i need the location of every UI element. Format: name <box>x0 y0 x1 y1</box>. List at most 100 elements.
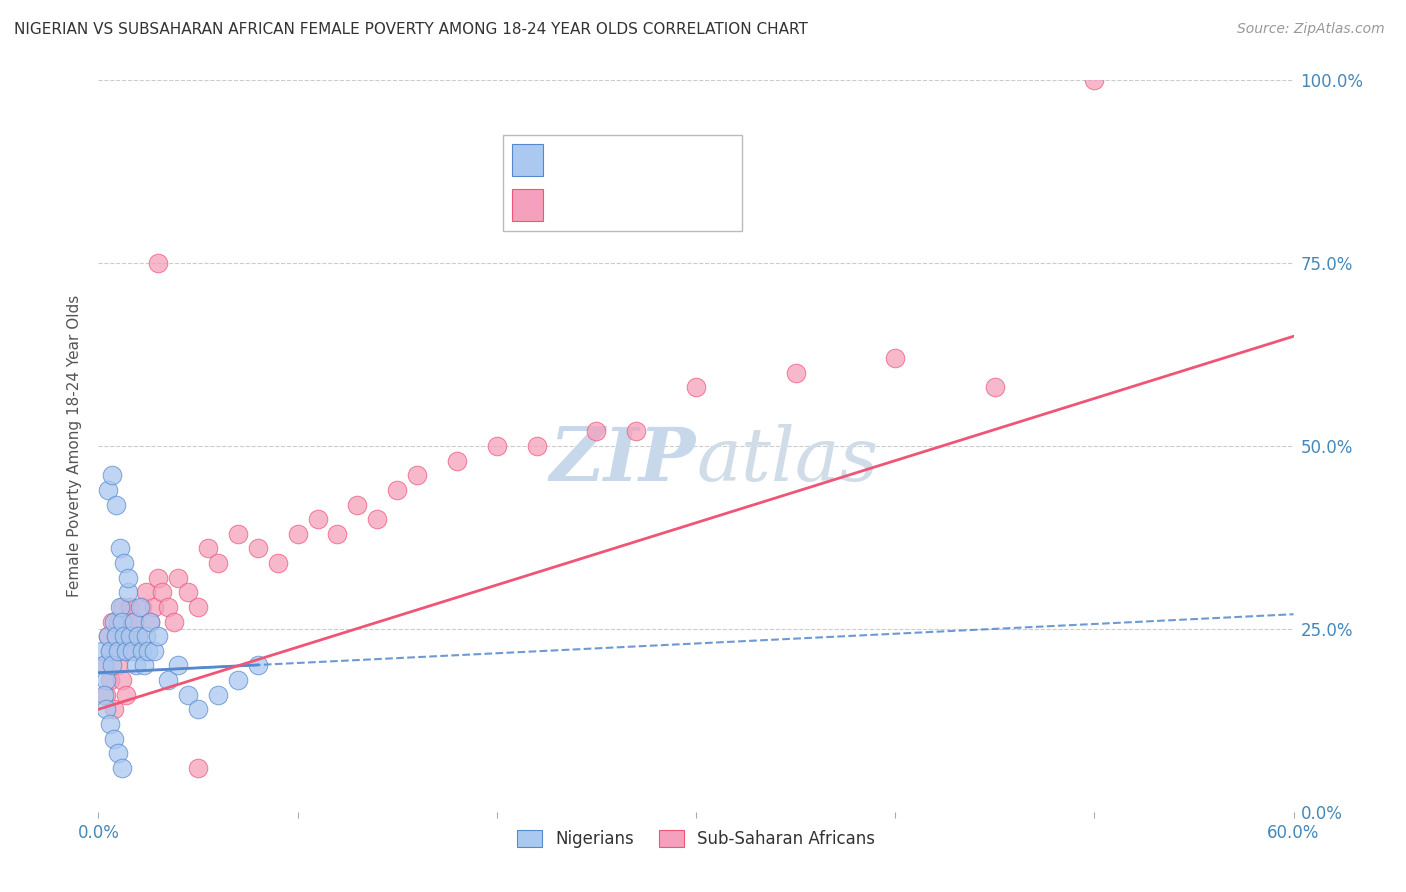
Point <box>97 483 120 497</box>
Point <box>103 731 125 746</box>
FancyBboxPatch shape <box>503 135 742 231</box>
Point <box>385 483 409 497</box>
Point <box>125 644 148 658</box>
Point <box>97 629 120 643</box>
Text: N =: N = <box>641 195 689 214</box>
Point <box>111 761 134 775</box>
Text: NIGERIAN VS SUBSAHARAN AFRICAN FEMALE POVERTY AMONG 18-24 YEAR OLDS CORRELATION : NIGERIAN VS SUBSAHARAN AFRICAN FEMALE PO… <box>14 22 808 37</box>
Point <box>163 615 186 629</box>
Point <box>135 585 157 599</box>
Point <box>115 688 138 702</box>
Point <box>112 629 135 643</box>
Point <box>125 658 148 673</box>
Point <box>148 571 170 585</box>
Text: 0.101: 0.101 <box>593 151 647 169</box>
Text: R =: R = <box>551 195 586 214</box>
Point <box>117 571 139 585</box>
Point <box>585 425 607 439</box>
Point <box>1083 73 1105 87</box>
Legend: Nigerians, Sub-Saharan Africans: Nigerians, Sub-Saharan Africans <box>510 823 882 855</box>
Point <box>121 629 143 643</box>
Y-axis label: Female Poverty Among 18-24 Year Olds: Female Poverty Among 18-24 Year Olds <box>67 295 83 597</box>
Point <box>366 512 388 526</box>
Point <box>98 673 122 687</box>
Point <box>197 541 219 556</box>
Point <box>103 615 125 629</box>
Point <box>134 658 156 673</box>
Point <box>346 498 368 512</box>
Point <box>115 644 138 658</box>
Point <box>101 468 124 483</box>
Text: 46: 46 <box>688 151 710 169</box>
Point <box>107 615 129 629</box>
Point <box>246 541 269 556</box>
Point <box>93 658 115 673</box>
Text: ZIP: ZIP <box>550 425 696 497</box>
Point <box>143 644 166 658</box>
Point <box>177 688 200 702</box>
Text: Source: ZipAtlas.com: Source: ZipAtlas.com <box>1237 22 1385 37</box>
Point <box>112 629 135 643</box>
Point <box>93 688 115 702</box>
Point <box>148 256 170 270</box>
Point <box>117 585 139 599</box>
Point <box>406 468 429 483</box>
Point <box>110 541 132 556</box>
Point <box>98 644 122 658</box>
Point <box>98 717 122 731</box>
Point <box>107 644 129 658</box>
Point <box>446 453 468 467</box>
Point <box>157 673 180 687</box>
Point <box>124 615 146 629</box>
Point <box>115 644 138 658</box>
Point <box>685 380 707 394</box>
Point <box>167 571 190 585</box>
Point <box>96 702 118 716</box>
Point <box>105 629 128 643</box>
Point <box>91 644 114 658</box>
Point <box>884 351 907 366</box>
Point <box>98 644 122 658</box>
Point <box>187 599 209 614</box>
Point <box>226 526 249 541</box>
Point <box>111 673 134 687</box>
FancyBboxPatch shape <box>512 189 543 221</box>
Point <box>111 599 134 614</box>
Point <box>101 615 124 629</box>
Point <box>207 556 229 570</box>
Point <box>187 761 209 775</box>
Point <box>129 599 152 614</box>
Point <box>150 585 173 599</box>
Point <box>112 556 135 570</box>
Point <box>110 599 132 614</box>
Point <box>785 366 807 380</box>
Point <box>167 658 190 673</box>
Point <box>111 615 134 629</box>
Point <box>135 629 157 643</box>
Point <box>157 599 180 614</box>
Text: 0.554: 0.554 <box>593 195 647 214</box>
Point <box>287 526 309 541</box>
Point <box>103 702 125 716</box>
Point <box>120 629 142 643</box>
Point <box>124 615 146 629</box>
Point <box>485 439 508 453</box>
Point <box>136 644 159 658</box>
Point <box>984 380 1007 394</box>
Point <box>117 615 139 629</box>
Point <box>93 658 115 673</box>
Point <box>139 615 162 629</box>
Point <box>187 702 209 716</box>
Point <box>267 556 290 570</box>
Point <box>120 599 142 614</box>
Text: 58: 58 <box>688 195 710 214</box>
Point <box>131 644 153 658</box>
Point <box>121 644 143 658</box>
Point <box>307 512 329 526</box>
Point <box>101 658 124 673</box>
Point <box>103 644 125 658</box>
Point <box>148 629 170 643</box>
Point <box>127 629 149 643</box>
Point <box>107 658 129 673</box>
Point <box>626 425 648 439</box>
